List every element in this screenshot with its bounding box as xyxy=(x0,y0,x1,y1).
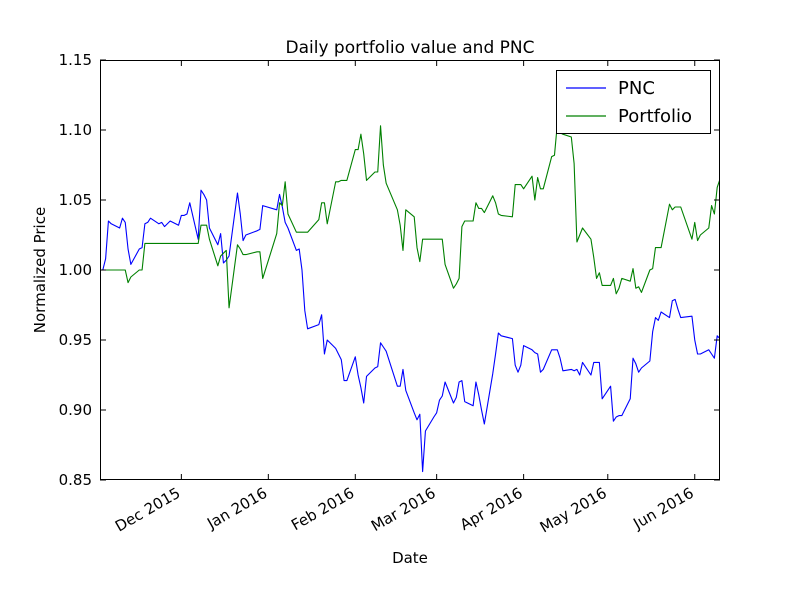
y-tick-label: 1.00 xyxy=(59,261,92,279)
y-axis-label: Normalized Price xyxy=(31,207,49,333)
y-tick-label: 1.05 xyxy=(59,191,92,209)
y-tick-label: 0.95 xyxy=(59,331,92,349)
chart-title: Daily portfolio value and PNC xyxy=(286,38,535,58)
y-tick-label: 1.10 xyxy=(59,121,92,139)
legend-label-portfolio: Portfolio xyxy=(618,106,692,127)
legend: PNC Portfolio xyxy=(556,70,711,134)
y-tick-label: 0.85 xyxy=(59,471,92,489)
series-line-pnc xyxy=(100,189,720,473)
series-line-portfolio xyxy=(100,123,720,309)
series-layer xyxy=(100,123,720,473)
legend-label-pnc: PNC xyxy=(618,78,655,99)
x-axis-label: Date xyxy=(392,549,428,567)
y-tick-label: 0.90 xyxy=(59,401,92,419)
y-tick-label: 1.15 xyxy=(59,51,92,69)
legend-box xyxy=(556,70,711,134)
